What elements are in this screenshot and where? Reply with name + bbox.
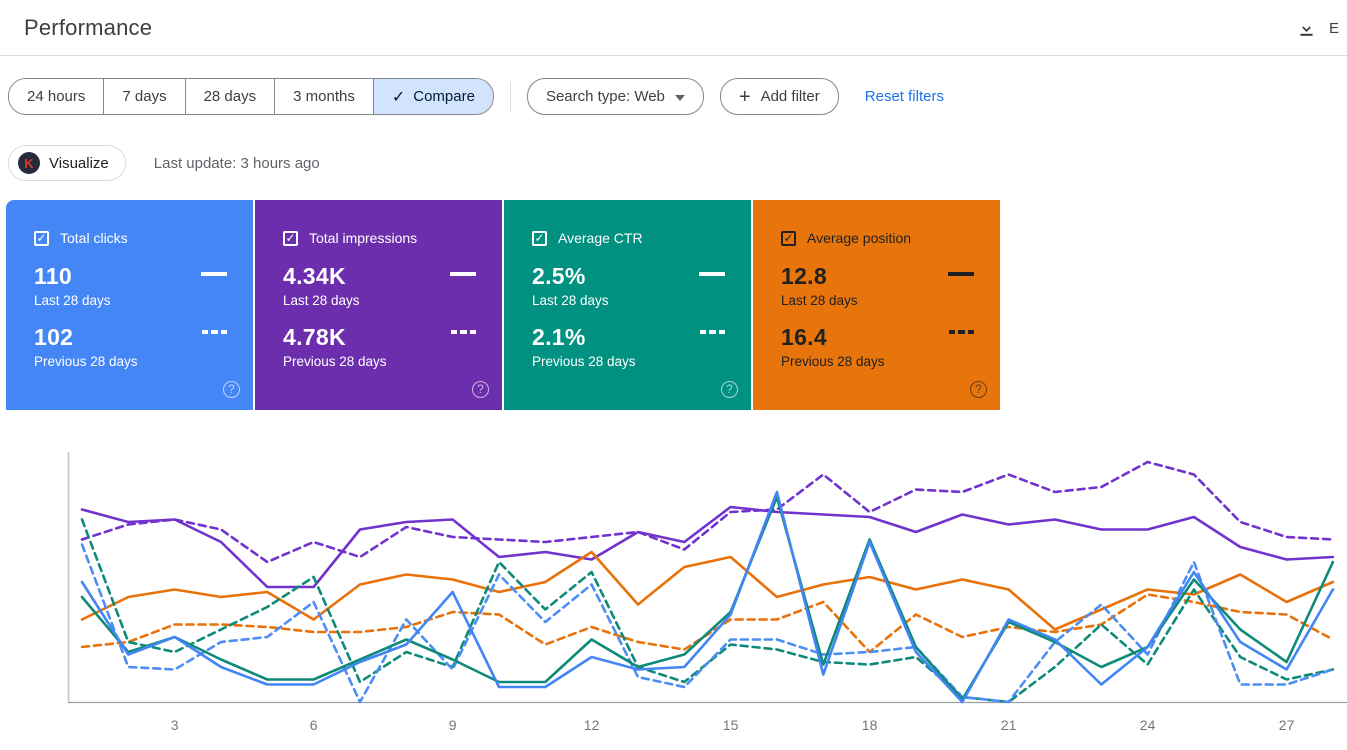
metric-current: 4.34K xyxy=(283,263,346,289)
metric-previous: 16.4 xyxy=(781,324,827,350)
chart-section: 3 6 9 12 15 18 21 24 27 xyxy=(0,427,1347,750)
card-label: Total clicks xyxy=(60,230,128,246)
search-type-label: Search type: Web xyxy=(545,88,665,105)
add-filter-button[interactable]: + Add filter xyxy=(719,78,839,115)
metric-previous: 2.1% xyxy=(532,324,586,350)
metric-previous-caption: Previous 28 days xyxy=(34,354,138,369)
x-axis-tick-label: 21 xyxy=(1001,717,1017,733)
series-dashed-0e8a78 xyxy=(80,518,1335,704)
tab-compare[interactable]: ✓ Compare xyxy=(372,79,493,114)
export-button[interactable]: E xyxy=(1296,0,1340,56)
toolbar-divider xyxy=(509,81,511,112)
last-update-text: Last update: 3 hours ago xyxy=(153,154,320,172)
tab-7-days[interactable]: ✓ 7 days xyxy=(103,79,185,114)
dashed-line-legend-icon xyxy=(948,330,974,334)
tab-label: 28 days xyxy=(203,88,257,105)
metric-current-caption: Last 28 days xyxy=(532,293,609,308)
card-header: ✓ Total impressions xyxy=(283,230,478,246)
tab-label: 3 months xyxy=(293,88,355,105)
tab-label: 24 hours xyxy=(27,88,86,105)
card-total-impressions[interactable]: ✓ Total impressions 4.34K Last 28 days 4… xyxy=(255,200,502,410)
metric-current: 2.5% xyxy=(532,263,586,289)
help-icon[interactable]: ? xyxy=(970,381,987,398)
tab-24-hours[interactable]: ✓ 24 hours xyxy=(9,79,104,114)
keywords-extension-icon: K xyxy=(18,152,40,174)
series-dashed-e8710a xyxy=(80,593,1335,654)
visualize-row: K Visualize Last update: 3 hours ago xyxy=(8,145,1339,181)
help-icon[interactable]: ? xyxy=(223,381,240,398)
reset-filters-link[interactable]: Reset filters xyxy=(864,88,944,105)
tab-3-months[interactable]: ✓ 3 months xyxy=(274,79,373,114)
x-axis-tick-label: 18 xyxy=(862,717,878,733)
date-range-tabs: ✓ 24 hours ✓ 7 days ✓ 28 days ✓ 3 months… xyxy=(8,78,494,115)
help-icon[interactable]: ? xyxy=(721,381,738,398)
card-header: ✓ Average CTR xyxy=(532,230,727,246)
card-label: Average CTR xyxy=(558,230,643,246)
card-header: ✓ Average position xyxy=(781,230,976,246)
x-axis-tick-label: 3 xyxy=(171,717,179,733)
chevron-down-icon xyxy=(674,94,685,101)
series-solid-e8710a xyxy=(80,550,1335,631)
tab-label: Compare xyxy=(413,88,475,105)
check-icon: ✓ xyxy=(391,88,406,106)
card-average-ctr[interactable]: ✓ Average CTR 2.5% Last 28 days 2.1% Pre… xyxy=(504,200,751,410)
x-axis-tick-label: 12 xyxy=(584,717,600,733)
page-title: Performance xyxy=(24,14,153,40)
tab-28-days[interactable]: ✓ 28 days xyxy=(184,79,275,114)
export-label: E xyxy=(1329,19,1340,37)
x-axis-tick-label: 6 xyxy=(310,717,318,733)
metric-current-caption: Last 28 days xyxy=(34,293,111,308)
metric-previous-caption: Previous 28 days xyxy=(283,354,387,369)
metric-cards: ✓ Total clicks 110 Last 28 days 102 Prev… xyxy=(6,200,1347,410)
dashed-line-legend-icon xyxy=(450,330,476,334)
x-axis-tick-label: 9 xyxy=(449,717,457,733)
card-header: ✓ Total clicks xyxy=(34,230,229,246)
solid-line-legend-icon xyxy=(201,272,227,276)
download-icon xyxy=(1300,20,1313,36)
visualize-button[interactable]: K Visualize xyxy=(8,145,126,181)
metric-current-caption: Last 28 days xyxy=(283,293,360,308)
checkbox-checked-icon[interactable]: ✓ xyxy=(283,230,298,246)
card-label: Average position xyxy=(807,230,912,246)
card-label: Total impressions xyxy=(309,230,418,246)
x-axis-tick-label: 27 xyxy=(1279,717,1295,733)
checkbox-checked-icon[interactable]: ✓ xyxy=(34,230,49,246)
dashed-line-legend-icon xyxy=(699,330,725,334)
page-header: Performance E xyxy=(0,0,1347,56)
add-filter-label: Add filter xyxy=(760,88,820,105)
solid-line-legend-icon xyxy=(948,272,974,276)
tab-label: 7 days xyxy=(122,88,167,105)
metric-previous: 4.78K xyxy=(283,324,346,350)
visualize-label: Visualize xyxy=(49,154,109,172)
checkbox-checked-icon[interactable]: ✓ xyxy=(781,230,796,246)
series-solid-7132cd xyxy=(80,505,1335,589)
metric-current: 110 xyxy=(34,263,73,289)
series-solid-0e8a78 xyxy=(80,495,1335,701)
performance-chart[interactable]: 3 6 9 12 15 18 21 24 27 xyxy=(0,427,1347,745)
metric-current: 12.8 xyxy=(781,263,827,289)
solid-line-legend-icon xyxy=(699,272,725,276)
solid-line-legend-icon xyxy=(450,272,476,276)
help-icon[interactable]: ? xyxy=(472,381,489,398)
series-solid-4285f4 xyxy=(80,490,1335,704)
x-axis-tick-label: 15 xyxy=(723,717,739,733)
series-dashed-7132cd xyxy=(80,460,1335,564)
search-type-dropdown[interactable]: Search type: Web xyxy=(526,78,704,115)
card-average-position[interactable]: ✓ Average position 12.8 Last 28 days 16.… xyxy=(753,200,1000,410)
metric-previous: 102 xyxy=(34,324,74,350)
metric-current-caption: Last 28 days xyxy=(781,293,858,308)
dashed-line-legend-icon xyxy=(201,330,227,334)
series-dashed-4c8df6 xyxy=(80,543,1335,704)
filter-toolbar: ✓ 24 hours ✓ 7 days ✓ 28 days ✓ 3 months… xyxy=(8,78,1339,115)
checkbox-checked-icon[interactable]: ✓ xyxy=(532,230,547,246)
plus-icon: + xyxy=(738,85,751,108)
card-total-clicks[interactable]: ✓ Total clicks 110 Last 28 days 102 Prev… xyxy=(6,200,253,410)
metric-previous-caption: Previous 28 days xyxy=(781,354,885,369)
x-axis-tick-label: 24 xyxy=(1140,717,1156,733)
metric-previous-caption: Previous 28 days xyxy=(532,354,636,369)
